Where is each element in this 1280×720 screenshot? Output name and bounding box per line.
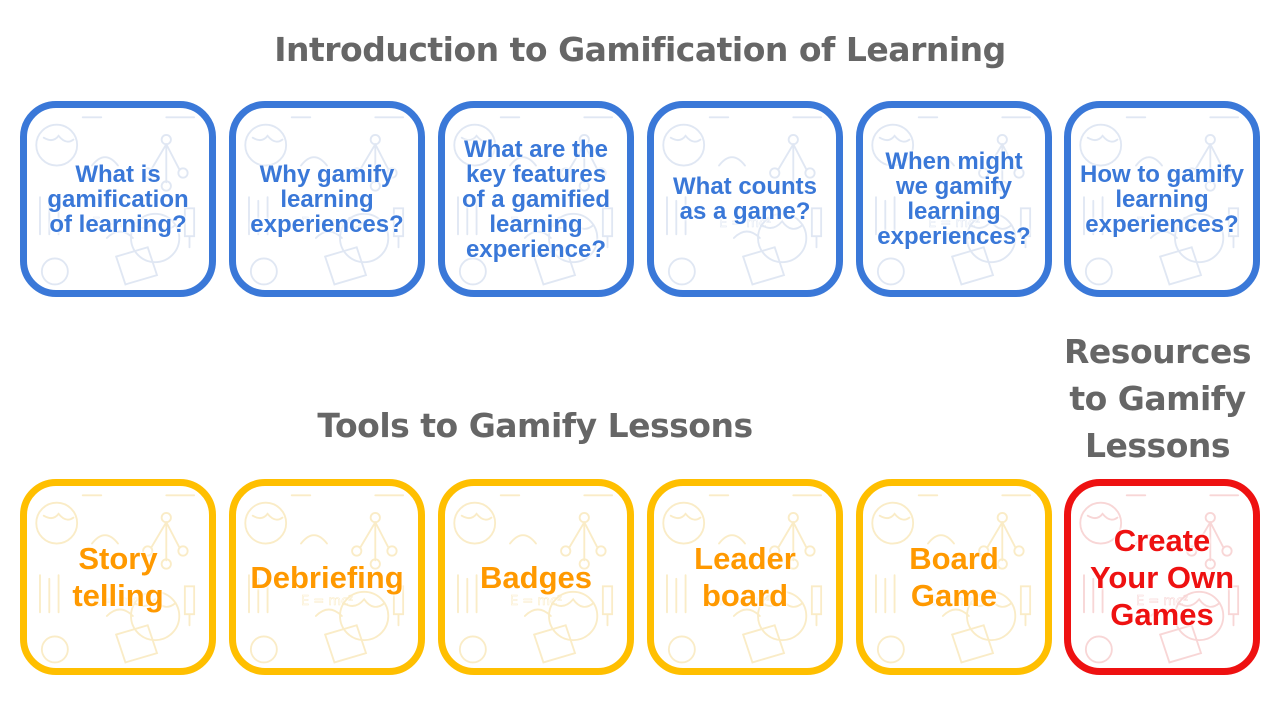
tile-label: Board Game: [909, 541, 999, 613]
tile-label: Debriefing: [250, 559, 404, 595]
tile-label: What are the key features of a gamified …: [461, 135, 611, 263]
tile-label: What counts as a game?: [673, 173, 817, 225]
intro-tile-what-counts-as-game[interactable]: What counts as a game?: [647, 101, 843, 297]
intro-tile-why-gamify[interactable]: Why gamify learning experiences?: [229, 101, 425, 297]
tool-tile-storytelling[interactable]: Story telling: [20, 479, 216, 675]
tool-tile-board-game[interactable]: Board Game: [856, 479, 1052, 675]
tile-label: Why gamify learning experiences?: [250, 160, 404, 238]
intro-tile-key-features[interactable]: What are the key features of a gamified …: [438, 101, 634, 297]
tool-tile-leaderboard[interactable]: Leader board: [647, 479, 843, 675]
resource-tile-create-your-own-games[interactable]: Create Your Own Games: [1064, 479, 1260, 675]
intro-tile-how-to-gamify[interactable]: How to gamify learning experiences?: [1064, 101, 1260, 297]
tile-label: Badges: [480, 559, 592, 595]
resources-section-title: Resources to Gamify Lessons: [1064, 332, 1251, 465]
intro-tile-when-gamify[interactable]: When might we gamify learning experience…: [856, 101, 1052, 297]
intro-tile-what-is-gamification[interactable]: What is gamification of learning?: [20, 101, 216, 297]
tile-label: When might we gamify learning experience…: [877, 148, 1031, 250]
tile-label: Leader board: [694, 541, 796, 613]
tools-section-title: Tools to Gamify Lessons: [317, 406, 753, 445]
tool-tile-badges[interactable]: Badges: [438, 479, 634, 675]
tile-label: What is gamification of learning?: [47, 160, 189, 238]
tile-label: Create Your Own Games: [1089, 522, 1235, 632]
tile-label: How to gamify learning experiences?: [1079, 160, 1244, 238]
tool-tile-debriefing[interactable]: Debriefing: [229, 479, 425, 675]
tile-label: Story telling: [72, 541, 164, 613]
intro-section-title: Introduction to Gamification of Learning: [274, 30, 1006, 69]
